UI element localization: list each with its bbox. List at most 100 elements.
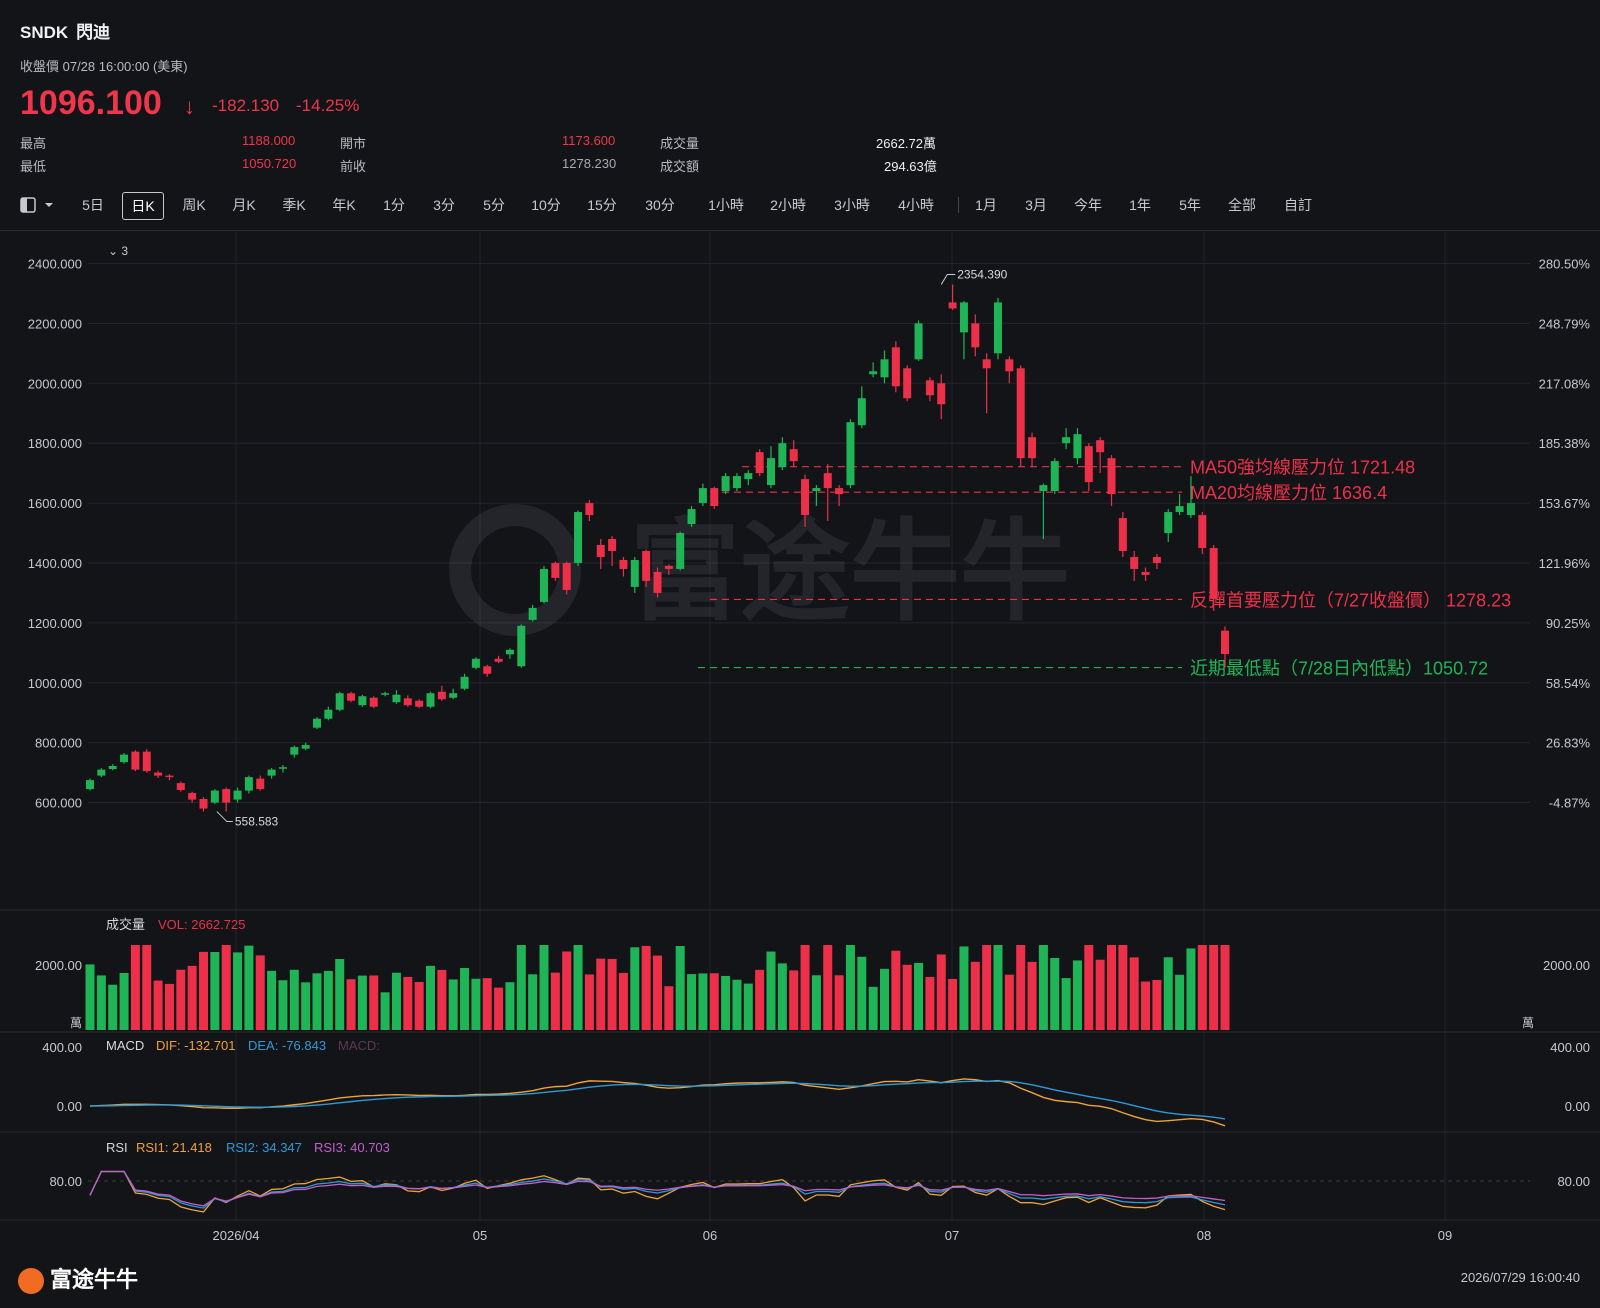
candle-body-5 xyxy=(142,751,151,772)
candle-body-61 xyxy=(778,443,787,468)
candle-body-76 xyxy=(948,302,957,309)
pct-tick-4: 153.67% xyxy=(1539,496,1591,511)
period-tab-22[interactable]: 自訂 xyxy=(1284,197,1312,213)
period-tab-13[interactable]: 2小時 xyxy=(770,197,806,213)
candle-body-34 xyxy=(471,658,480,668)
volume-bar-74 xyxy=(925,976,935,1030)
candle-body-22 xyxy=(335,693,344,710)
candle-body-1 xyxy=(97,769,106,776)
volume-bar-3 xyxy=(119,972,129,1030)
period-tab-9[interactable]: 10分 xyxy=(531,197,561,213)
candle-body-3 xyxy=(120,754,129,763)
macd-tick-right-1: 0.00 xyxy=(1565,1099,1590,1114)
low-marker-line xyxy=(216,811,233,823)
volume-bar-65 xyxy=(823,945,833,1030)
volume-bar-16 xyxy=(267,970,277,1030)
rsi3-label: RSI3: 40.703 xyxy=(314,1140,390,1155)
rsi-tick: 80.00 xyxy=(49,1174,82,1189)
x-tick-4: 08 xyxy=(1197,1228,1211,1243)
stat-label-high: 最高 xyxy=(20,136,47,151)
period-tab-0[interactable]: 5日 xyxy=(82,197,104,213)
period-tab-10[interactable]: 15分 xyxy=(587,197,617,213)
candle-body-87 xyxy=(1073,434,1082,459)
candle-body-4 xyxy=(131,751,140,770)
indicator-collapse-toggle[interactable]: ⌄ 3 xyxy=(108,244,128,258)
period-tab-2[interactable]: 周K xyxy=(182,197,206,213)
volume-bar-52 xyxy=(675,946,685,1030)
price-tick-3: 1800.000 xyxy=(28,436,82,451)
volume-bar-26 xyxy=(380,992,390,1030)
candle-body-37 xyxy=(505,649,514,655)
volume-bar-51 xyxy=(664,986,674,1030)
stat-value-volume: 2662.72萬 xyxy=(876,136,936,151)
volume-bar-71 xyxy=(891,950,901,1030)
candle-body-45 xyxy=(596,544,605,557)
volume-bar-14 xyxy=(244,945,254,1030)
volume-bar-89 xyxy=(1095,959,1105,1030)
macd-dea-label: DEA: -76.843 xyxy=(248,1038,326,1053)
candle-body-38 xyxy=(517,625,526,667)
volume-bar-91 xyxy=(1118,945,1128,1030)
candle-body-99 xyxy=(1209,547,1218,599)
period-tab-5[interactable]: 年K xyxy=(332,197,356,213)
stat-label-prev-close: 前收 xyxy=(340,159,367,174)
macd-tick-1: 0.00 xyxy=(57,1099,82,1114)
candle-body-8 xyxy=(176,783,185,790)
period-tab-15[interactable]: 4小時 xyxy=(898,197,934,213)
period-tab-12[interactable]: 1小時 xyxy=(708,197,744,213)
period-tab-14[interactable]: 3小時 xyxy=(834,197,870,213)
stock-name: 閃迪 xyxy=(76,23,111,42)
volume-bar-36 xyxy=(494,987,504,1030)
volume-bar-17 xyxy=(278,980,288,1030)
period-tab-21[interactable]: 全部 xyxy=(1228,197,1256,213)
period-tab-19[interactable]: 1年 xyxy=(1129,197,1151,213)
x-tick-5: 09 xyxy=(1438,1228,1452,1243)
period-tab-17[interactable]: 3月 xyxy=(1025,197,1047,213)
toolbar-separator xyxy=(958,197,959,213)
period-tab-4[interactable]: 季K xyxy=(282,197,306,213)
volume-bar-76 xyxy=(948,978,958,1030)
candle-body-47 xyxy=(619,559,628,569)
candle-body-9 xyxy=(188,792,197,800)
period-tab-20[interactable]: 5年 xyxy=(1179,197,1201,213)
period-toolbar: 5日 日K 周K 月K 季K 年K 1分 3分 5分 10分 15分 30分 1小時 2小時 3小時 4小時 1… xyxy=(18,192,1578,220)
volume-bar-66 xyxy=(834,975,844,1030)
period-tab-16[interactable]: 1月 xyxy=(975,197,997,213)
stat-label-turnover: 成交額 xyxy=(660,159,700,174)
period-tab-11[interactable]: 30分 xyxy=(645,197,675,213)
volume-bar-50 xyxy=(653,955,662,1030)
candle-body-69 xyxy=(869,371,878,375)
volume-bar-70 xyxy=(880,968,889,1030)
volume-bar-57 xyxy=(732,979,742,1030)
volume-bar-20 xyxy=(312,973,322,1030)
period-tab-18[interactable]: 今年 xyxy=(1074,197,1102,213)
volume-bar-1 xyxy=(96,975,106,1030)
period-tab-1[interactable]: 日K xyxy=(122,192,164,220)
brand-name: 富途牛牛 xyxy=(50,1267,139,1292)
candle-body-91 xyxy=(1118,518,1127,551)
macd-dif-line xyxy=(89,1078,1226,1127)
candle-body-70 xyxy=(880,359,889,378)
macd-title: MACD xyxy=(106,1038,144,1053)
period-tab-3[interactable]: 月K xyxy=(232,197,256,213)
candle-body-77 xyxy=(959,302,968,333)
pct-tick-3: 185.38% xyxy=(1539,436,1591,451)
candle-body-32 xyxy=(449,693,458,698)
price-tick-5: 1400.000 xyxy=(28,556,82,571)
candle-body-24 xyxy=(358,696,367,706)
period-tab-7[interactable]: 3分 xyxy=(433,197,455,213)
candle-body-21 xyxy=(324,709,333,719)
candle-body-62 xyxy=(789,449,798,462)
period-tab-8[interactable]: 5分 xyxy=(483,197,505,213)
candle-body-15 xyxy=(256,778,265,790)
period-tab-6[interactable]: 1分 xyxy=(383,197,405,213)
candle-body-53 xyxy=(687,509,696,525)
stat-value-low: 1050.720 xyxy=(242,156,297,171)
layout-toggle-button[interactable] xyxy=(18,192,58,218)
candle-body-84 xyxy=(1039,485,1048,492)
x-tick-1: 05 xyxy=(473,1228,487,1243)
macd-tick-right-0: 400.00 xyxy=(1550,1040,1590,1055)
last-price: 1096.100 xyxy=(20,84,162,122)
volume-bar-81 xyxy=(1004,974,1014,1030)
